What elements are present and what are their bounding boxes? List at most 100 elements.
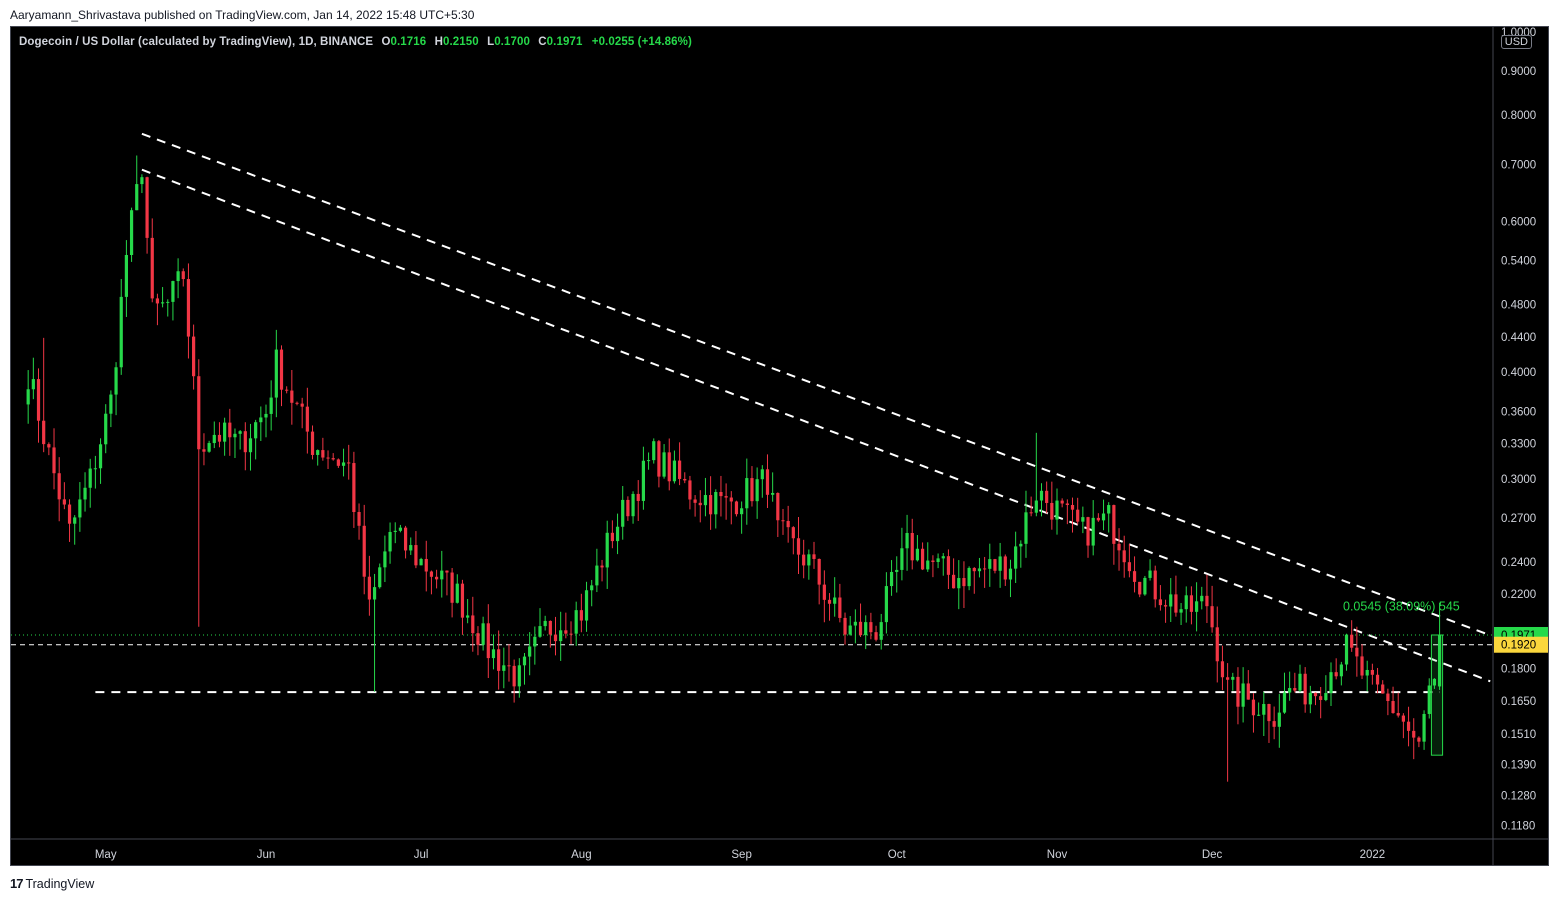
candle[interactable] xyxy=(67,499,72,542)
candle[interactable] xyxy=(52,428,56,490)
candle[interactable] xyxy=(42,337,46,453)
candle[interactable] xyxy=(553,616,558,656)
candle[interactable] xyxy=(269,380,273,431)
candle[interactable] xyxy=(202,433,206,466)
candle[interactable] xyxy=(424,540,428,592)
candle[interactable] xyxy=(1231,672,1235,691)
candle[interactable] xyxy=(889,560,894,596)
candle[interactable] xyxy=(760,465,764,498)
candle[interactable] xyxy=(729,491,733,525)
candle[interactable] xyxy=(497,630,501,690)
candle[interactable] xyxy=(1050,481,1054,530)
candle[interactable] xyxy=(677,442,682,486)
candle[interactable] xyxy=(1391,686,1395,714)
candle[interactable] xyxy=(274,329,278,418)
candle[interactable] xyxy=(1344,633,1349,671)
candle[interactable] xyxy=(248,423,253,471)
candle[interactable] xyxy=(776,492,780,537)
candle[interactable] xyxy=(176,258,180,299)
candle[interactable] xyxy=(1246,670,1250,700)
candle[interactable] xyxy=(1355,626,1359,677)
candle[interactable] xyxy=(1236,667,1240,725)
candle[interactable] xyxy=(543,615,547,631)
candle[interactable] xyxy=(895,556,899,593)
candle[interactable] xyxy=(683,472,687,484)
candle[interactable] xyxy=(357,503,361,540)
candle[interactable] xyxy=(1329,662,1333,706)
candle[interactable] xyxy=(1210,585,1214,633)
candle[interactable] xyxy=(998,542,1002,588)
candle[interactable] xyxy=(1396,692,1400,718)
candle[interactable] xyxy=(600,559,604,582)
candle[interactable] xyxy=(1241,667,1245,723)
candle[interactable] xyxy=(952,558,956,589)
candle[interactable] xyxy=(1298,664,1302,693)
candle[interactable] xyxy=(1257,702,1261,717)
candle[interactable] xyxy=(1065,499,1069,525)
candle[interactable] xyxy=(672,450,677,484)
candle[interactable] xyxy=(378,563,382,589)
candle[interactable] xyxy=(920,542,925,571)
candle[interactable] xyxy=(636,480,640,521)
candle[interactable] xyxy=(502,647,506,689)
candle[interactable] xyxy=(786,505,790,543)
candle[interactable] xyxy=(1350,620,1354,652)
candle[interactable] xyxy=(1081,506,1085,534)
candle[interactable] xyxy=(393,522,397,544)
candle[interactable] xyxy=(1412,718,1416,760)
candle[interactable] xyxy=(305,387,309,454)
candle[interactable] xyxy=(719,475,723,517)
candle[interactable] xyxy=(900,527,904,581)
candle[interactable] xyxy=(869,612,873,640)
price-chart[interactable]: 0.0545 (38.09%) 545 0.9000 0.8000 0.7000 0.… xyxy=(11,27,1548,865)
candle[interactable] xyxy=(1107,502,1111,533)
candle[interactable] xyxy=(931,555,935,578)
candle[interactable] xyxy=(579,593,583,633)
candle[interactable] xyxy=(243,422,247,471)
candle[interactable] xyxy=(1019,540,1023,568)
candle[interactable] xyxy=(1226,663,1230,782)
candle[interactable] xyxy=(279,345,284,407)
candle[interactable] xyxy=(254,419,258,460)
candle[interactable] xyxy=(109,390,113,428)
candle[interactable] xyxy=(388,522,392,564)
candle[interactable] xyxy=(838,583,842,623)
candle[interactable] xyxy=(290,370,294,425)
candle[interactable] xyxy=(1039,483,1044,517)
candle[interactable] xyxy=(657,440,661,488)
candle[interactable] xyxy=(403,525,408,559)
candle[interactable] xyxy=(1143,575,1147,596)
candle[interactable] xyxy=(858,603,863,638)
candle[interactable] xyxy=(31,357,35,400)
candle[interactable] xyxy=(905,514,909,571)
candle[interactable] xyxy=(631,491,635,524)
candle[interactable] xyxy=(1091,500,1095,556)
candle[interactable] xyxy=(972,567,976,594)
candle[interactable] xyxy=(1282,672,1287,714)
candle[interactable] xyxy=(750,466,754,507)
candle[interactable] xyxy=(47,442,51,456)
candle[interactable] xyxy=(150,218,154,303)
candle[interactable] xyxy=(429,570,434,595)
candle[interactable] xyxy=(548,620,552,648)
candle[interactable] xyxy=(1045,481,1049,514)
candle[interactable] xyxy=(755,467,759,519)
candle[interactable] xyxy=(1293,672,1297,693)
candle[interactable] xyxy=(1055,488,1059,535)
candle[interactable] xyxy=(1179,603,1183,626)
candle[interactable] xyxy=(135,155,139,211)
candle[interactable] xyxy=(879,613,883,650)
candle[interactable] xyxy=(331,453,335,461)
footer-brand[interactable]: 17 TradingView xyxy=(10,876,94,891)
candle[interactable] xyxy=(352,451,356,528)
currency-badge[interactable]: USD xyxy=(1500,35,1532,49)
candle[interactable] xyxy=(476,626,480,656)
candle[interactable] xyxy=(1432,678,1437,689)
candle[interactable] xyxy=(1014,531,1018,583)
candle[interactable] xyxy=(212,421,216,449)
candle[interactable] xyxy=(383,535,387,583)
candle[interactable] xyxy=(78,482,82,532)
candle[interactable] xyxy=(491,634,496,670)
candle[interactable] xyxy=(1220,645,1225,691)
candle[interactable] xyxy=(709,476,713,530)
